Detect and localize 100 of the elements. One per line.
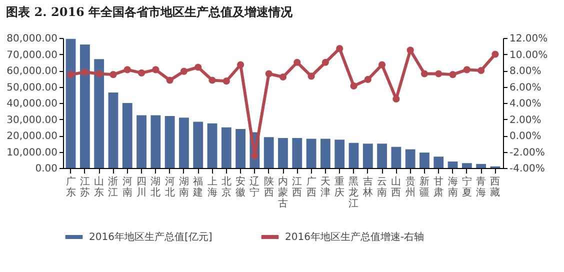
x-tick-label: 浙江 — [108, 176, 118, 198]
point — [265, 70, 272, 78]
bar — [476, 164, 486, 168]
point — [110, 71, 117, 78]
point — [138, 69, 146, 76]
bar — [362, 144, 373, 168]
y2-tick-label: 4.00% — [510, 98, 542, 110]
y-tick-label: 40,000.00 — [6, 98, 58, 110]
x-tick-label: 青海 — [476, 176, 486, 198]
bar — [122, 103, 132, 168]
point — [194, 64, 202, 71]
x-tick-label: 北京 — [221, 176, 232, 198]
bar — [391, 146, 402, 168]
bar — [66, 38, 76, 168]
x-tick-label: 西藏 — [490, 176, 500, 198]
point — [208, 76, 216, 84]
y-tick-label: 20,000.00 — [6, 131, 58, 142]
bar — [377, 144, 387, 168]
point — [251, 152, 258, 160]
bar — [448, 162, 458, 168]
bar — [236, 129, 246, 168]
x-tick-label: 山西 — [391, 176, 402, 198]
point — [336, 45, 344, 52]
point — [350, 82, 358, 90]
x-tick-label: 新疆 — [419, 176, 430, 198]
bar — [334, 140, 345, 168]
y2-tick-label: -2.00% — [510, 147, 545, 158]
bar — [179, 118, 189, 168]
bar — [320, 138, 330, 168]
bar — [221, 127, 232, 168]
bar — [434, 156, 444, 168]
y-tick-label: 80,000.00 — [6, 34, 58, 44]
bar — [136, 115, 146, 168]
legend-label: 2016年地区生产总值[亿元] — [89, 231, 212, 243]
y2-tick-label: -4.00% — [510, 164, 545, 174]
x-tick-label: 四川 — [136, 176, 147, 198]
point — [492, 50, 499, 58]
x-tick-label: 重庆 — [334, 176, 345, 198]
point — [279, 73, 287, 81]
point — [308, 72, 315, 80]
x-tick-label: 福建 — [192, 176, 204, 198]
x-tick-label: 内蒙古 — [278, 176, 288, 210]
y2-tick-label: 12.00% — [510, 34, 548, 44]
y2-tick-label: 2.00% — [510, 114, 542, 126]
y-tick-label: 70,000.00 — [6, 50, 58, 61]
point — [322, 58, 329, 66]
x-tick-label: 天津 — [320, 176, 330, 198]
y2-tick-label: 6.00% — [510, 82, 542, 94]
x-tick-label: 安徽 — [236, 176, 246, 198]
legend-label: 2016年地区生产总值增速-右轴 — [285, 231, 424, 243]
point — [463, 66, 470, 74]
point — [81, 68, 88, 76]
point — [406, 46, 414, 54]
bar — [348, 142, 359, 168]
y-tick-label: 0.00 — [35, 164, 58, 174]
bar — [264, 137, 274, 168]
chart-title: 图表 2. 2016 年全国各省市地区生产总值及增速情况 — [6, 5, 294, 19]
point — [478, 66, 485, 74]
y-tick-label: 50,000.00 — [6, 82, 58, 94]
x-tick-label: 海南 — [448, 176, 458, 198]
point — [294, 58, 301, 66]
point — [222, 78, 230, 85]
bar — [193, 122, 204, 168]
x-tick-label: 吉林 — [362, 176, 373, 198]
bar — [80, 44, 90, 168]
point — [237, 61, 244, 68]
y-tick-label: 60,000.00 — [6, 66, 58, 77]
x-tick-label: 山东 — [94, 176, 104, 198]
x-tick-label: 广东 — [66, 176, 76, 198]
y2-tick-label: 0.00% — [510, 131, 542, 142]
bar — [306, 138, 316, 168]
bar — [292, 138, 302, 168]
x-tick-label: 河南 — [122, 176, 132, 198]
bar — [108, 92, 118, 168]
bar — [278, 138, 288, 168]
point — [449, 71, 456, 78]
point — [435, 70, 442, 78]
x-tick-label: 云南 — [377, 176, 388, 198]
point — [392, 95, 400, 102]
x-tick-label: 黑龙江 — [348, 176, 359, 210]
point — [67, 71, 74, 78]
x-tick-label: 上海 — [207, 176, 218, 198]
x-tick-label: 湖南 — [178, 176, 189, 198]
point — [364, 76, 372, 83]
bar — [462, 163, 472, 168]
point — [166, 76, 174, 84]
x-tick-label: 辽宁 — [250, 176, 260, 198]
point — [96, 70, 103, 78]
point — [124, 66, 131, 74]
point — [180, 68, 188, 75]
x-tick-label: 甘肃 — [434, 176, 444, 198]
x-tick-label: 宁夏 — [462, 176, 472, 198]
y-tick-label: 10,000.00 — [6, 147, 58, 158]
bar — [94, 59, 104, 168]
y2-tick-label: 8.00% — [510, 66, 542, 77]
point — [152, 66, 160, 74]
x-tick-label: 湖北 — [150, 176, 161, 198]
x-tick-label: 广西 — [306, 176, 316, 198]
y-tick-label: 30,000.00 — [6, 114, 58, 126]
x-tick-label: 河北 — [164, 176, 175, 198]
